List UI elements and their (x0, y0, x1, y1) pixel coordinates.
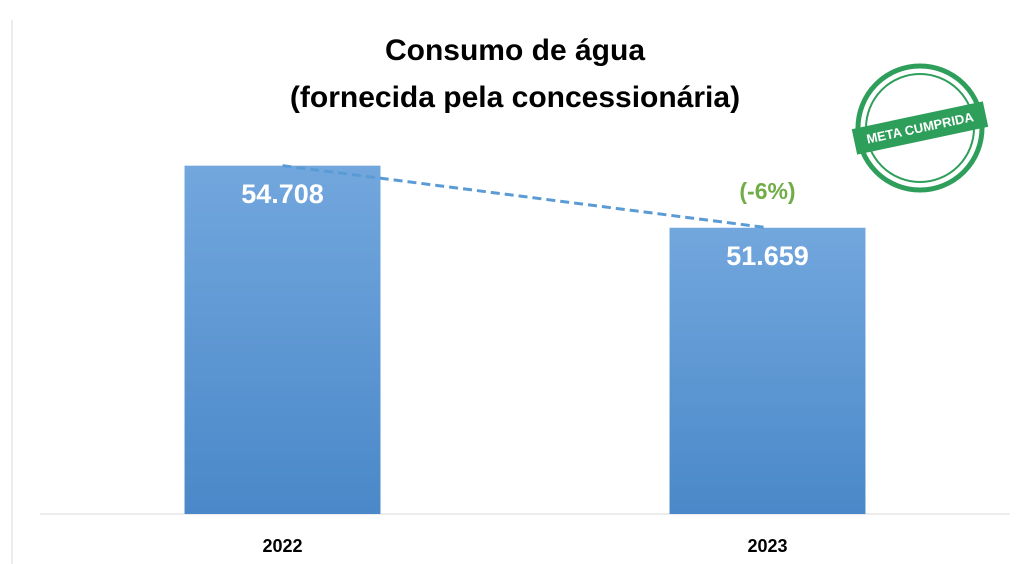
chart: Consumo de água (fornecida pela concessi… (0, 0, 1031, 564)
x-tick-label: 2022 (262, 536, 302, 556)
value-label: 54.708 (241, 179, 324, 209)
chart-title: Consumo de água (385, 34, 645, 67)
chart-title: (fornecida pela concessionária) (290, 81, 740, 114)
x-tick-label: 2023 (747, 536, 787, 556)
bar (185, 166, 381, 514)
annotation: (-6%) (739, 178, 795, 204)
value-label: 51.659 (726, 241, 809, 271)
